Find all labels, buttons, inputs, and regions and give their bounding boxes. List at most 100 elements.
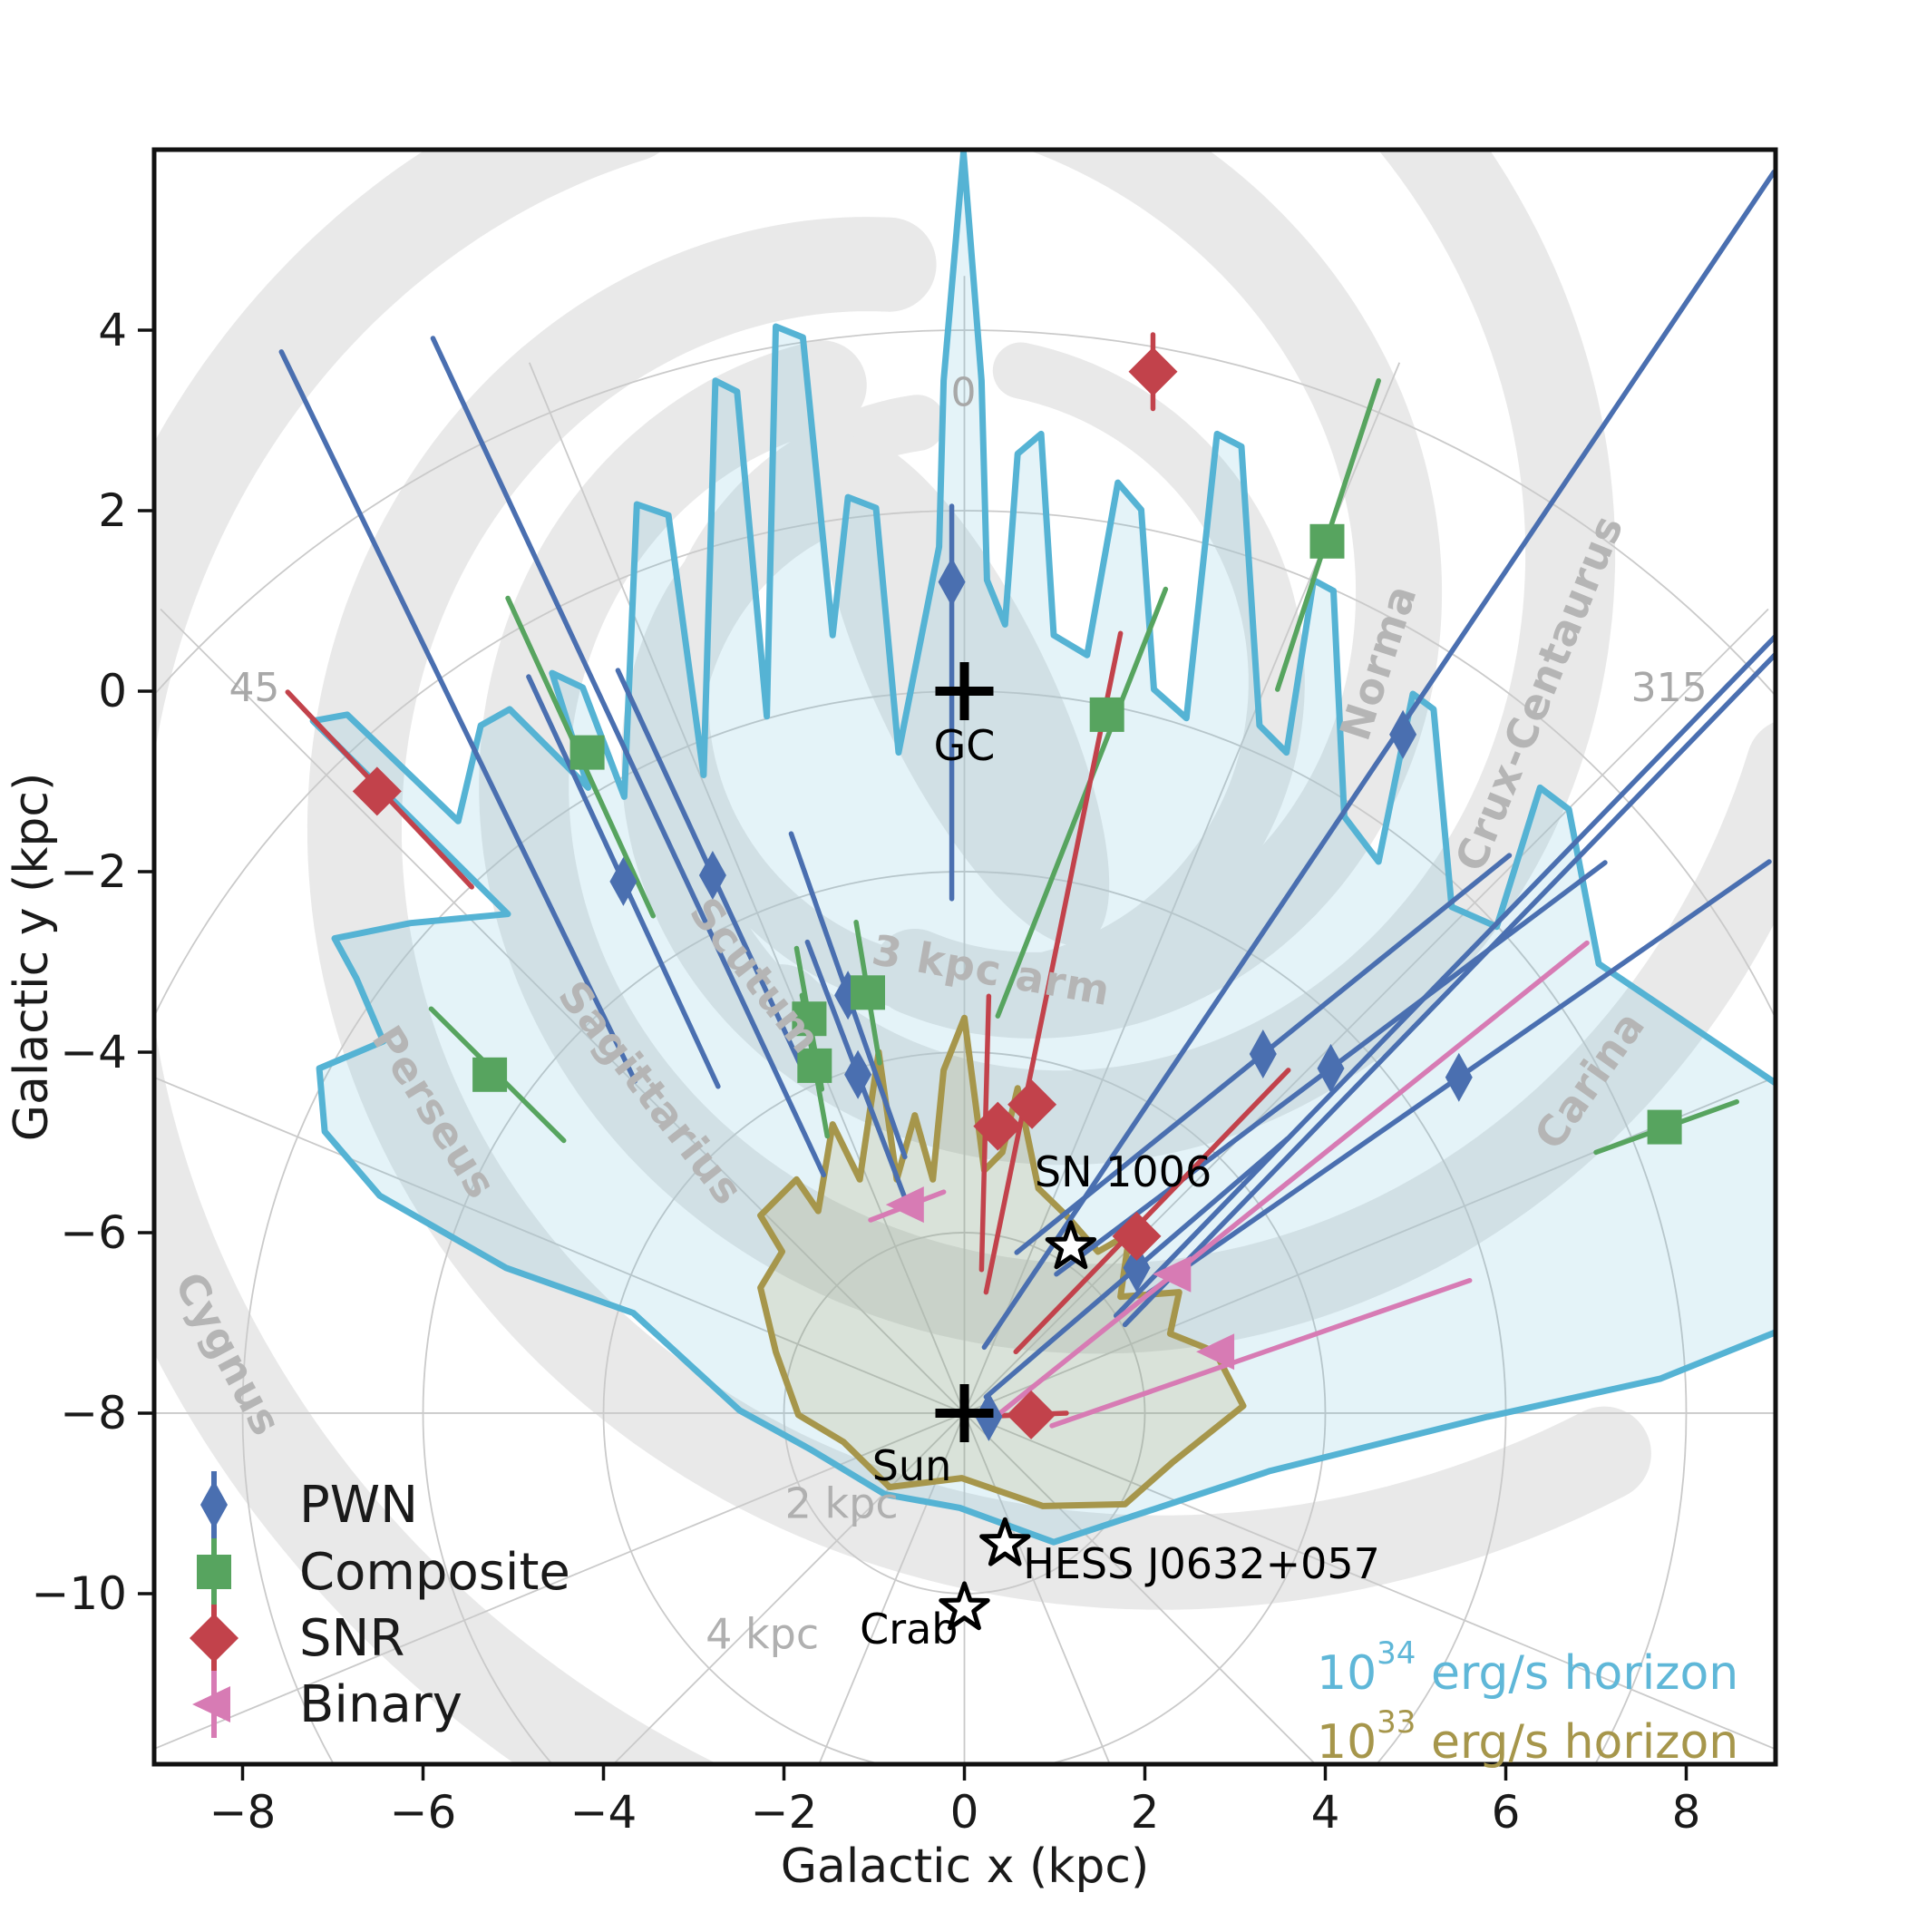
y-tick-label: −4 [60,1026,127,1078]
snr-diamond [1112,1211,1162,1261]
star-label: Crab [860,1605,958,1654]
pwn-diamond [1445,1052,1473,1102]
spiral-arm-sagittarius-carina [479,340,1776,1354]
composite-square [797,1048,832,1083]
spiral-arm-perseus [307,217,1651,1610]
grid-ray-135deg [160,608,966,1414]
binary-marker [1153,1255,1192,1293]
grid-ray-45deg [963,608,1769,1414]
snr-marker [190,1614,238,1663]
composite-marker [472,1057,508,1092]
binary-triangle [885,1186,924,1224]
composite-marker [851,975,885,1010]
composite-square [197,1555,231,1589]
snr-diamond [190,1614,238,1663]
pwn-diamond [200,1480,228,1529]
pwn-trajectory-extra [278,349,638,1084]
pwn-trajectory-extra [1113,632,1776,1319]
composite-marker [1089,697,1124,732]
grid-ray-225deg [612,1412,966,1764]
snr-marker [973,1101,1023,1151]
binary-triangle [192,1686,230,1722]
x-tick-label: 6 [1492,1786,1521,1839]
composite-marker [569,735,605,770]
x-tick-label: −4 [570,1786,637,1839]
snr-marker [1112,1211,1162,1261]
y-tick-label: −10 [31,1567,127,1620]
x-tick-label: 2 [1131,1786,1160,1839]
snr-diamond [1007,1079,1057,1129]
pwn-trajectory-extra [1122,650,1776,1328]
y-tick-label: −2 [60,845,127,898]
grid-ray-202.5deg [154,1412,965,1751]
snr-diamond [1007,1390,1056,1439]
composite-square [472,1057,508,1092]
pwn-marker [1445,1052,1473,1102]
snr-trajectory [983,630,1124,1295]
horizon-contour-1e34e [309,150,1776,1546]
y-axis-title: Galactic y (kpc) [5,773,59,1142]
pwn-marker [938,557,966,607]
pwn-diamond [609,856,637,906]
composite-square [569,735,605,770]
snr-marker [1007,1079,1057,1129]
pwn-diamond [1317,1043,1345,1093]
legend: PWN Composite SNR Binary [190,1471,570,1738]
composite-trajectory [995,586,1169,1019]
pwn-marker [844,1049,872,1099]
x-tick-label: −8 [209,1786,277,1839]
binary-trajectory [1049,1277,1473,1429]
x-axis-title: Galactic x (kpc) [781,1839,1150,1894]
composite-square [1089,697,1124,732]
star-icon-sn-1006 [1045,1220,1097,1270]
composite-square [851,975,885,1010]
y-tick-label: 4 [98,304,127,356]
pwn-marker [1389,709,1417,759]
pwn-trajectory [981,170,1776,1351]
snr-diamond [352,766,402,816]
composite-square [792,1001,827,1037]
pwn-marker [200,1480,228,1529]
legend-label-composite: Composite [299,1543,570,1602]
azimuth-label-315: 315 [1631,665,1708,711]
binary-trajectory [995,940,1590,1418]
radius-label-2kpc: 2 kpc [785,1478,899,1527]
composite-square [1647,1109,1682,1145]
azimuth-label-0: 0 [951,370,977,416]
pwn-diamond [1389,709,1417,759]
grid-ray-315deg [963,1412,1317,1764]
pwn-diamond [1249,1029,1277,1078]
composite-marker [797,1048,832,1083]
binary-triangle [1196,1333,1235,1371]
grid-ray-337.5deg [964,1412,1776,1751]
horizon-legend-line-34: 1034 erg/s horizon [1317,1635,1738,1701]
pwn-trajectory-extra [430,336,827,1178]
snr-marker [352,766,402,816]
y-tick-label: −6 [60,1206,127,1259]
spiral-arm-norma [871,150,1443,1039]
source-markers-layer [352,346,1682,1441]
snr-trajectory [1013,1068,1291,1355]
spiral-arm-scutum [621,444,1436,1166]
gc-label: GC [934,721,996,770]
legend-label-pwn: PWN [299,1476,418,1535]
composite-square [1309,523,1345,559]
composite-marker [792,1001,827,1037]
binary-triangle [1153,1255,1192,1293]
composite-marker [197,1555,231,1589]
azimuth-label-45: 45 [229,665,279,711]
composite-marker [1309,523,1345,559]
pwn-diamond [698,851,726,900]
binary-marker [885,1186,924,1224]
snr-marker [1128,346,1178,396]
grid-ray-292.5deg [963,1412,1111,1764]
grid-ray-112.5deg [528,362,966,1414]
star-icon-crab [939,1581,990,1631]
annotations-layer: GC Sun SN 1006 HESS J0632+057 Crab [860,661,1380,1654]
pwn-marker [609,856,637,906]
snr-marker [1007,1390,1056,1439]
